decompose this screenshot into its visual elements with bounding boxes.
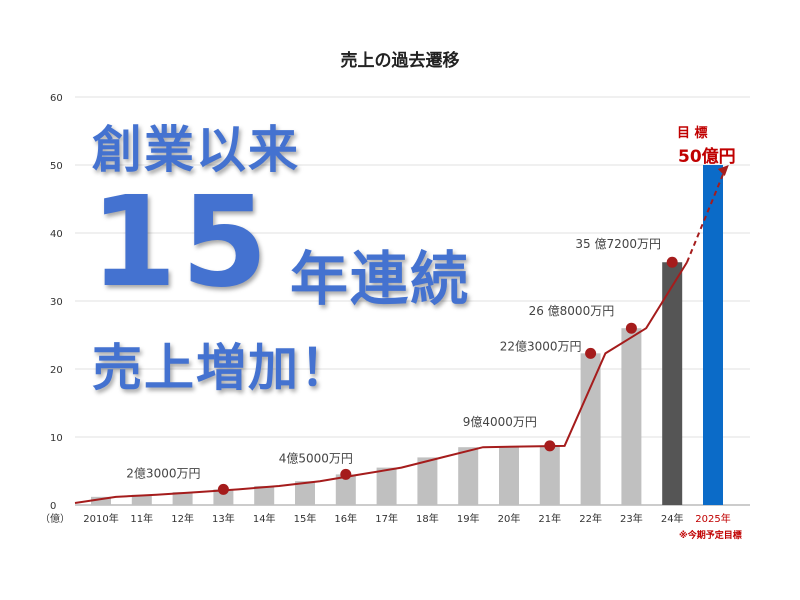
bar [91,496,111,505]
bar [254,485,275,505]
bar [580,353,601,505]
y-tick-label: 10 [50,433,63,444]
x-tick-label: 12年 [171,512,194,525]
marker-label: 22億3000万円 [500,339,582,353]
data-marker [625,322,637,334]
bar [172,492,193,505]
x-tick-label: 23年 [620,512,643,525]
target-label: 目 標 [677,126,708,141]
y-tick-label: 40 [50,229,63,240]
target-note: ※今期予定目標 [679,531,742,541]
x-tick-label: 21年 [538,512,561,525]
x-tick-label: 14年 [253,512,276,525]
x-tick-label: 24年 [661,512,684,525]
y-tick-label: 30 [50,297,63,308]
target-arrowhead [717,165,729,176]
data-marker [217,483,229,495]
promo-years-suffix: 年連続 [290,232,470,316]
x-tick-label: 11年 [130,512,153,525]
y-tick-label: 20 [50,365,63,376]
bar [131,494,152,505]
bar [703,165,723,505]
bar [499,446,519,505]
bar [458,447,479,505]
promo-years-number: 15 [90,170,272,315]
y-tick-label: 50 [50,161,63,172]
marker-label: 2億3000万円 [126,466,200,480]
bar [376,467,397,505]
promo-since-founding: 創業以来 [92,121,300,179]
x-tick-label: 15年 [294,512,317,525]
bar [417,457,438,505]
marker-label: 4億5000万円 [279,451,353,465]
x-tick-label: 18年 [416,512,439,525]
x-tick-label: 19年 [457,512,480,525]
target-value: 50億円 [678,147,736,167]
bar [539,445,560,505]
y-tick-label: 0 [50,501,56,512]
data-marker [585,347,597,359]
target-projection-line [686,169,726,263]
promo-consecutive: 連続 [350,245,471,313]
bar [213,489,234,505]
y-axis-label: （億） [40,512,70,525]
x-tick-label: 20年 [498,512,521,525]
x-tick-label: 22年 [579,512,602,525]
promo-sales-increase: 売上増加！ [92,339,352,397]
marker-label: 26 億8000万円 [529,304,615,318]
chart-title: 売上の過去遷移 [340,51,460,71]
x-tick-label: 17年 [375,512,398,525]
x-tick-label: 16年 [334,512,357,525]
x-tick-label: 2010年 [83,512,118,525]
data-marker [666,256,678,268]
data-marker [544,440,556,452]
bar [662,262,683,505]
bar [295,481,315,505]
promo-year-unit: 年 [290,245,351,313]
marker-label: 35 億7200万円 [575,237,661,251]
bar [621,328,642,505]
y-tick-label: 60 [50,93,63,104]
x-tick-label: 13年 [212,512,235,525]
x-tick-label: 2025年 [695,512,730,525]
bar [335,474,356,505]
marker-label: 9億4000万円 [463,415,537,429]
data-marker [340,468,352,480]
trend-line [74,261,688,504]
